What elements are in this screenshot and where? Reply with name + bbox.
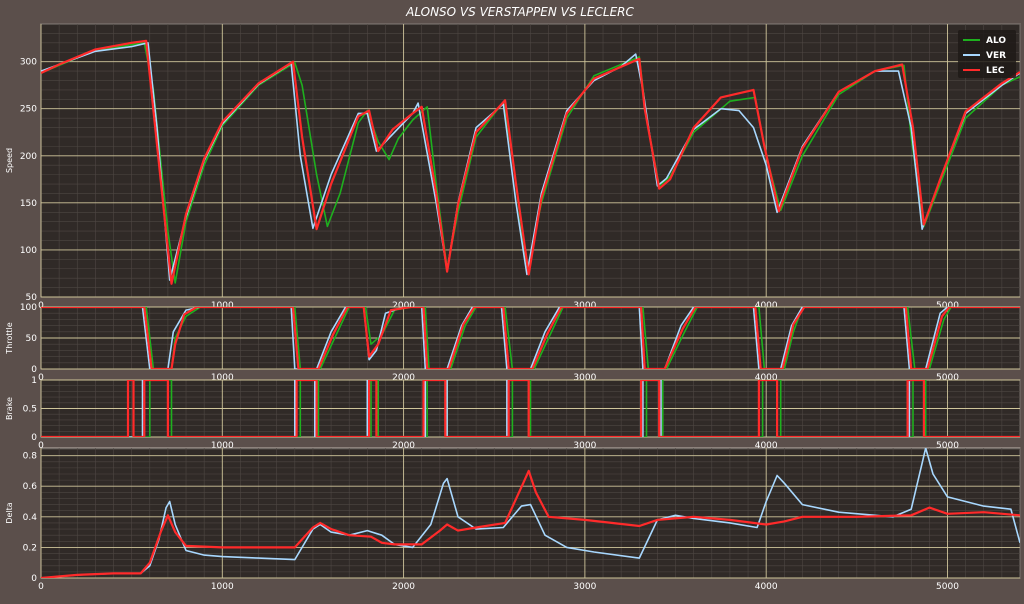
panel-brake: 0 1000 2000 3000 4000 5000 0 0.5 1 Brake (5, 376, 1021, 451)
y-axis-label: Speed (5, 148, 14, 173)
y-tick-label: 100 (20, 246, 37, 256)
x-tick-label: 5000 (936, 441, 959, 451)
x-tick-label: 4000 (755, 441, 778, 451)
series-group (41, 307, 1020, 369)
series-line-alo (41, 42, 1020, 284)
panel-throttle: 0 1000 2000 3000 4000 5000 0 50 100 Throttle (5, 303, 1021, 383)
y-tick-label: 0.5 (23, 405, 37, 415)
y-axis-label: Brake (5, 397, 14, 420)
y-tick-label: 50 (26, 293, 38, 303)
y-tick-label: 0 (31, 433, 37, 443)
legend-label: VER (986, 51, 1006, 61)
series-group (41, 39, 1020, 285)
x-tick-label: 1000 (211, 441, 234, 451)
x-tick-label: 5000 (936, 301, 959, 311)
x-tick-label: 4000 (755, 301, 778, 311)
x-tick-label: 0 (38, 582, 44, 592)
x-tick-label: 3000 (573, 373, 596, 383)
x-tick-label: 0 (38, 373, 44, 383)
x-tick-label: 5000 (936, 582, 959, 592)
x-tick-label: 2000 (392, 582, 415, 592)
x-tick-label: 2000 (392, 373, 415, 383)
series-line-lec (41, 469, 1020, 578)
y-tick-label: 1 (31, 376, 37, 386)
x-tick-label: 5000 (936, 373, 959, 383)
series-group (41, 448, 1020, 578)
panels-layer: 0 1000 2000 3000 4000 500050100150200250300Sp… (5, 23, 1021, 592)
series-line-ver (41, 307, 1020, 369)
y-axis-label: Delta (5, 502, 14, 523)
series-line-alo (41, 380, 1020, 437)
y-axis-label: Throttle (5, 322, 14, 354)
x-tick-label: 3000 (573, 301, 596, 311)
y-tick-label: 300 (20, 58, 37, 68)
y-tick-label: 0 (31, 365, 37, 375)
y-tick-label: 0 (31, 574, 37, 584)
y-tick-label: 0.6 (23, 482, 38, 492)
panel-delta: 0 1000 2000 3000 4000 5000 0 0.2 0.4 0.6 0.8 Delta (5, 447, 1021, 592)
x-tick-label: 3000 (573, 441, 596, 451)
y-tick-label: 0.8 (23, 452, 38, 462)
legend-label: ALO (986, 36, 1006, 46)
x-tick-label: 4000 (755, 582, 778, 592)
legend-box (958, 30, 1016, 78)
y-tick-label: 50 (26, 334, 38, 344)
legend: ALO VER LEC (958, 30, 1016, 78)
x-tick-label: 1000 (211, 582, 234, 592)
series-line-lec (41, 39, 1020, 285)
y-tick-label: 200 (20, 152, 37, 162)
series-line-alo (41, 307, 1020, 369)
x-tick-label: 3000 (573, 582, 596, 592)
series-group (41, 380, 1020, 437)
panel-speed: 0 1000 2000 3000 4000 500050100150200250300Sp… (5, 23, 1021, 311)
y-tick-label: 0.4 (23, 513, 38, 523)
x-tick-label: 0 (38, 301, 44, 311)
x-tick-label: 0 (38, 441, 44, 451)
legend-label: LEC (986, 66, 1005, 76)
y-tick-label: 150 (20, 199, 37, 209)
y-tick-label: 0.2 (23, 543, 37, 553)
y-tick-label: 250 (20, 105, 37, 115)
chart-title: ALONSO VS VERSTAPPEN VS LECLERC (405, 5, 634, 19)
x-tick-label: 2000 (392, 441, 415, 451)
x-tick-label: 4000 (755, 373, 778, 383)
series-line-lec (41, 307, 1020, 369)
x-tick-label: 1000 (211, 301, 234, 311)
x-tick-label: 2000 (392, 301, 415, 311)
y-tick-label: 100 (20, 303, 37, 313)
x-tick-label: 1000 (211, 373, 234, 383)
